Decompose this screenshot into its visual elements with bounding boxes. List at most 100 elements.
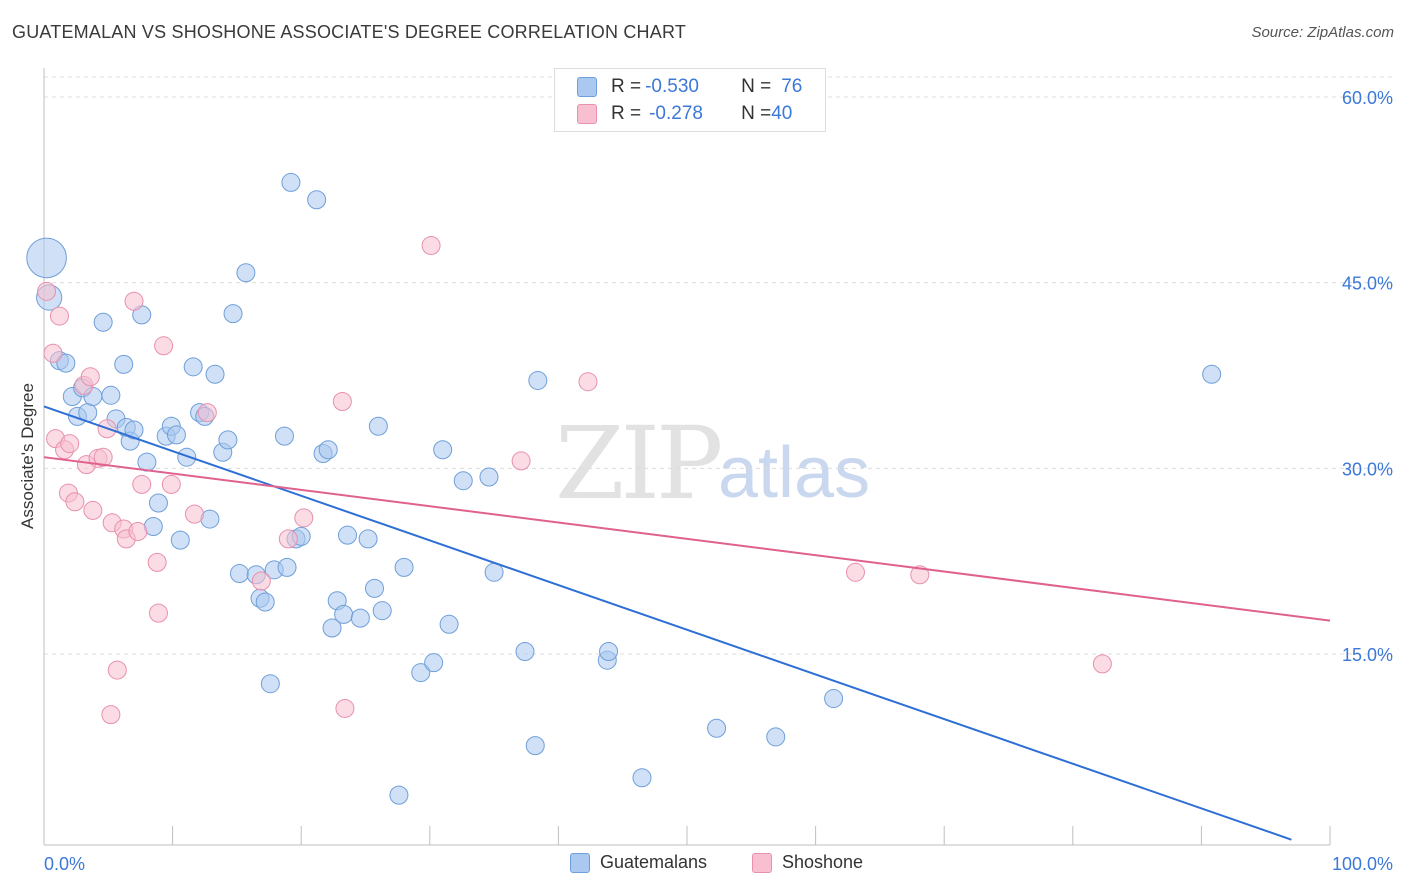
- r-value: -0.530: [645, 76, 699, 97]
- guatemalan-point: [350, 608, 370, 628]
- guatemalan-point: [101, 385, 121, 405]
- legend-row-shoshone: R = -0.278 N = 40: [577, 102, 792, 126]
- guatemalan-point: [632, 768, 652, 788]
- shoshone-point: [197, 403, 217, 423]
- guatemalan-point: [177, 447, 197, 467]
- shoshone-point: [132, 474, 152, 494]
- shoshone-point: [124, 291, 144, 311]
- legend-label: Guatemalans: [600, 852, 708, 872]
- guatemalan-point: [372, 601, 392, 621]
- guatemalan-point: [334, 604, 354, 624]
- pink-swatch-icon: [577, 104, 597, 124]
- guatemalan-point: [599, 642, 619, 662]
- guatemalan-point: [365, 578, 385, 598]
- shoshone-point: [147, 552, 167, 572]
- shoshone-point: [101, 705, 121, 725]
- shoshone-point: [60, 434, 80, 454]
- n-value: 40: [771, 103, 793, 124]
- chart-title: GUATEMALAN VS SHOSHONE ASSOCIATE'S DEGRE…: [12, 22, 687, 42]
- guatemalan-point: [274, 426, 294, 446]
- source-label: Source: ZipAtlas.com: [1251, 24, 1394, 41]
- guatemalan-point: [515, 642, 535, 662]
- watermark-atlas: atlas: [718, 433, 871, 513]
- x-tick-label: 100.0%: [1332, 854, 1393, 874]
- guatemalan-point: [229, 564, 249, 584]
- shoshone-point: [154, 336, 174, 356]
- n-label: N =: [741, 76, 772, 97]
- guatemalan-point: [307, 190, 327, 210]
- guatemalan-point: [137, 452, 157, 472]
- blue-swatch-icon: [577, 77, 597, 97]
- guatemalan-point: [528, 370, 548, 390]
- legend-row-guatemalans: R = -0.530 N = 76: [577, 75, 802, 99]
- x-tick-label: 0.0%: [44, 854, 85, 874]
- guatemalan-point: [824, 689, 844, 709]
- guatemalan-point: [389, 785, 409, 805]
- guatemalan-point: [358, 529, 378, 549]
- shoshone-point: [511, 451, 531, 471]
- y-tick-label: 15.0%: [1342, 645, 1393, 665]
- correlation-legend: R = -0.530 N = 76 R = -0.278 N = 40: [554, 68, 826, 132]
- series-legend: Guatemalans Shoshone: [0, 852, 1406, 878]
- shoshone-point: [37, 281, 57, 301]
- shoshone-point: [251, 571, 271, 591]
- n-value: 76: [781, 76, 803, 97]
- guatemalan-point: [255, 592, 275, 612]
- n-label: N =: [741, 103, 772, 124]
- guatemalan-trend-line: [43, 405, 1292, 841]
- guatemalan-point: [318, 440, 338, 460]
- shoshone-point: [43, 343, 63, 363]
- shoshone-point: [65, 492, 85, 512]
- guatemalan-point: [56, 353, 76, 373]
- r-value: -0.278: [649, 103, 703, 124]
- guatemalan-point: [1202, 364, 1222, 384]
- shoshone-point: [294, 508, 314, 528]
- guatemalan-point: [281, 172, 301, 192]
- guatemalan-point: [368, 416, 388, 436]
- guatemalan-point: [337, 525, 357, 545]
- guatemalan-point: [525, 736, 545, 756]
- guatemalan-point: [114, 354, 134, 374]
- shoshone-point: [845, 562, 865, 582]
- guatemalan-point: [205, 364, 225, 384]
- shoshone-point: [184, 504, 204, 524]
- r-label: R =: [611, 76, 642, 97]
- y-tick-label: 45.0%: [1342, 274, 1393, 294]
- guatemalan-point: [411, 663, 431, 683]
- shoshone-point: [80, 367, 100, 387]
- guatemalan-point: [223, 304, 243, 324]
- shoshone-point: [93, 447, 113, 467]
- guatemalan-point: [707, 718, 727, 738]
- y-tick-label: 30.0%: [1342, 459, 1393, 479]
- legend-item-guatemalans: Guatemalans: [570, 852, 707, 873]
- guatemalan-point: [277, 557, 297, 577]
- blue-swatch-icon: [570, 852, 590, 873]
- shoshone-point: [335, 698, 355, 718]
- shoshone-point: [421, 236, 441, 256]
- guatemalan-point: [424, 653, 444, 673]
- guatemalan-point: [148, 493, 168, 513]
- guatemalan-point: [453, 471, 473, 491]
- guatemalan-point: [322, 618, 342, 638]
- legend-item-shoshone: Shoshone: [752, 852, 863, 873]
- guatemalan-point: [260, 674, 280, 694]
- watermark-zip: ZIP: [555, 405, 723, 522]
- shoshone-point: [128, 521, 148, 541]
- guatemalan-point: [439, 614, 459, 634]
- shoshone-point: [278, 529, 298, 549]
- guatemalan-point: [124, 420, 144, 440]
- guatemalan-point: [433, 440, 453, 460]
- guatemalan-point: [170, 530, 190, 550]
- guatemalan-point: [166, 425, 186, 445]
- shoshone-point: [161, 474, 181, 494]
- shoshone-point: [49, 306, 69, 326]
- guatemalan-point: [93, 312, 113, 332]
- shoshone-point: [910, 565, 930, 585]
- guatemalan-point: [183, 357, 203, 377]
- legend-label: Shoshone: [782, 852, 864, 872]
- shoshone-point: [332, 391, 352, 411]
- guatemalan-point: [26, 237, 67, 279]
- shoshone-point: [1092, 654, 1112, 674]
- r-label: R =: [611, 103, 642, 124]
